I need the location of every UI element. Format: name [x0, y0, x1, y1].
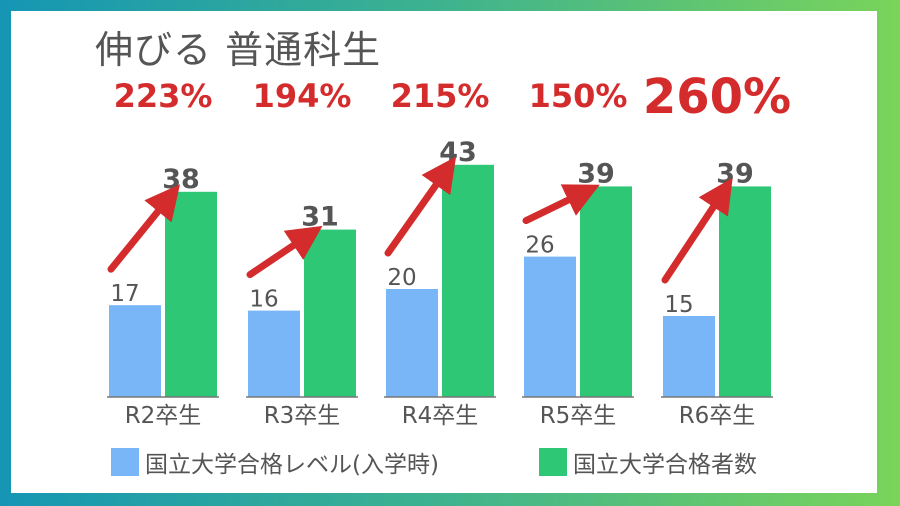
bar-level-2 [248, 310, 300, 397]
bar-passed-3 [442, 164, 494, 397]
growth-label-2: 194% [253, 77, 352, 115]
legend-item-passed: 国立大学合格者数 [539, 445, 757, 479]
legend-swatch-level [111, 448, 139, 476]
growth-arrow-4 [522, 184, 600, 225]
legend-label-level: 国立大学合格レベル(入学時) [145, 452, 439, 478]
value-label-passed-4: 39 [577, 158, 615, 189]
bar-level-4 [524, 256, 576, 397]
value-label-level-2: 16 [249, 287, 278, 313]
growth-arrow-5 [661, 177, 733, 284]
bar-passed-5 [719, 186, 771, 397]
value-label-passed-2: 31 [301, 202, 339, 233]
bar-passed-2 [304, 229, 356, 397]
growth-label-4: 150% [529, 77, 628, 115]
legend-item-level: 国立大学合格レベル(入学時) [111, 445, 439, 479]
bar-level-1 [109, 305, 161, 397]
bar-level-3 [386, 289, 438, 397]
bar-level-5 [663, 316, 715, 397]
growth-label-5: 260% [643, 69, 791, 125]
legend-swatch-passed [539, 448, 567, 476]
chart-title: 伸びる 普通科生 [95, 28, 382, 72]
category-label-3: R4卒生 [402, 403, 479, 429]
category-label-1: R2卒生 [125, 403, 202, 429]
value-label-level-3: 20 [387, 265, 416, 291]
value-label-passed-1: 38 [162, 164, 200, 195]
growth-arrow-3 [384, 156, 457, 257]
bar-passed-1 [165, 191, 217, 397]
value-label-passed-5: 39 [716, 158, 754, 189]
growth-arrow-2 [246, 225, 323, 279]
legend-label-passed: 国立大学合格者数 [573, 452, 757, 478]
value-label-level-4: 26 [525, 233, 554, 259]
category-label-4: R5卒生 [540, 403, 617, 429]
chart-card: 伸びる 普通科生 17 38 223% R2卒生 16 31 194% R3卒生 20 43 215… [11, 11, 877, 493]
bar-chart: 17 38 223% R2卒生 16 31 194% R3卒生 20 43 215% R4卒生 26 39… [107, 69, 791, 429]
value-label-passed-3: 43 [439, 137, 477, 168]
bar-passed-4 [580, 186, 632, 397]
value-label-level-5: 15 [664, 292, 693, 318]
growth-label-1: 223% [114, 77, 213, 115]
growth-label-3: 215% [391, 77, 490, 115]
value-label-level-1: 17 [110, 281, 139, 307]
growth-arrow-1 [107, 184, 181, 273]
category-label-2: R3卒生 [264, 403, 341, 429]
category-label-5: R6卒生 [679, 403, 756, 429]
